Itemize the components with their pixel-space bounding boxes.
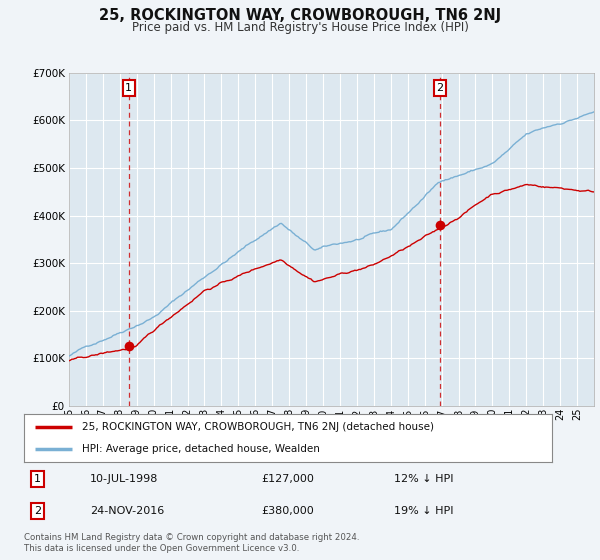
- Text: 24-NOV-2016: 24-NOV-2016: [90, 506, 164, 516]
- Text: 2: 2: [436, 83, 443, 93]
- Text: Contains HM Land Registry data © Crown copyright and database right 2024.
This d: Contains HM Land Registry data © Crown c…: [24, 533, 359, 553]
- Text: 1: 1: [125, 83, 132, 93]
- Text: 2: 2: [34, 506, 41, 516]
- Text: 19% ↓ HPI: 19% ↓ HPI: [394, 506, 454, 516]
- Text: 1: 1: [34, 474, 41, 484]
- Text: HPI: Average price, detached house, Wealden: HPI: Average price, detached house, Weal…: [82, 444, 320, 454]
- Text: 25, ROCKINGTON WAY, CROWBOROUGH, TN6 2NJ (detached house): 25, ROCKINGTON WAY, CROWBOROUGH, TN6 2NJ…: [82, 422, 434, 432]
- Text: 12% ↓ HPI: 12% ↓ HPI: [394, 474, 454, 484]
- Text: 25, ROCKINGTON WAY, CROWBOROUGH, TN6 2NJ: 25, ROCKINGTON WAY, CROWBOROUGH, TN6 2NJ: [99, 8, 501, 24]
- Text: 10-JUL-1998: 10-JUL-1998: [90, 474, 158, 484]
- Text: £127,000: £127,000: [262, 474, 314, 484]
- Text: £380,000: £380,000: [262, 506, 314, 516]
- Text: Price paid vs. HM Land Registry's House Price Index (HPI): Price paid vs. HM Land Registry's House …: [131, 21, 469, 34]
